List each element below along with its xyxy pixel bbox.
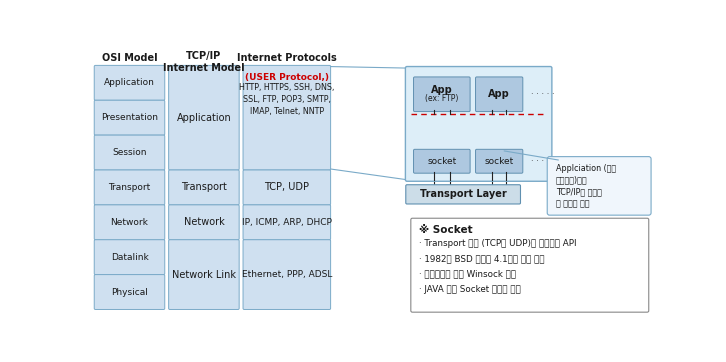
FancyBboxPatch shape xyxy=(243,205,330,240)
Text: Network: Network xyxy=(184,217,224,227)
Text: (ex: FTP): (ex: FTP) xyxy=(425,94,459,104)
Text: Presentation: Presentation xyxy=(101,113,158,122)
Text: Transport: Transport xyxy=(108,183,150,192)
FancyBboxPatch shape xyxy=(243,170,330,205)
FancyBboxPatch shape xyxy=(476,149,523,173)
Text: Transport: Transport xyxy=(181,182,227,193)
Text: IP, ICMP, ARP, DHCP: IP, ICMP, ARP, DHCP xyxy=(242,218,332,227)
FancyBboxPatch shape xyxy=(168,66,239,170)
FancyBboxPatch shape xyxy=(168,240,239,310)
FancyBboxPatch shape xyxy=(476,77,523,111)
Text: Network Link: Network Link xyxy=(172,270,236,279)
Text: socket: socket xyxy=(484,157,514,166)
Text: · Transport 계층 (TCP나 UDP)을 이용하는 API: · Transport 계층 (TCP나 UDP)을 이용하는 API xyxy=(419,239,576,248)
FancyBboxPatch shape xyxy=(94,66,165,100)
Text: Datalink: Datalink xyxy=(110,253,148,262)
Text: TCP, UDP: TCP, UDP xyxy=(264,182,309,193)
FancyBboxPatch shape xyxy=(414,149,470,173)
FancyBboxPatch shape xyxy=(94,275,165,310)
FancyBboxPatch shape xyxy=(547,157,651,215)
FancyBboxPatch shape xyxy=(411,218,649,312)
Text: socket: socket xyxy=(427,157,457,166)
Text: ※ Socket: ※ Socket xyxy=(419,225,472,235)
Text: Application: Application xyxy=(104,78,155,87)
Text: App: App xyxy=(489,89,510,99)
Text: Internet Protocols: Internet Protocols xyxy=(237,53,337,63)
Text: OSI Model: OSI Model xyxy=(102,53,158,63)
FancyBboxPatch shape xyxy=(243,240,330,310)
FancyBboxPatch shape xyxy=(94,240,165,275)
Text: · JAVA 또한 Socket 클래스 제공: · JAVA 또한 Socket 클래스 제공 xyxy=(419,285,521,294)
FancyBboxPatch shape xyxy=(94,170,165,205)
Text: Session: Session xyxy=(113,148,147,157)
Text: Network: Network xyxy=(110,218,148,227)
Text: Physical: Physical xyxy=(111,287,148,296)
Text: (USER Protocol,): (USER Protocol,) xyxy=(245,73,329,82)
FancyBboxPatch shape xyxy=(94,205,165,240)
Text: App: App xyxy=(431,85,453,96)
Text: TCP/IP
Internet Model: TCP/IP Internet Model xyxy=(163,51,245,73)
FancyBboxPatch shape xyxy=(94,100,165,135)
Text: · 1982년 BSD 유닉스 4.1에서 처음 소개: · 1982년 BSD 유닉스 4.1에서 처음 소개 xyxy=(419,254,544,264)
FancyBboxPatch shape xyxy=(243,66,330,170)
Text: · · · · ·: · · · · · xyxy=(531,157,555,166)
Text: Applciation (응용
프로그램)에서
TCP/IP를 이용하
는 사창구 역할: Applciation (응용 프로그램)에서 TCP/IP를 이용하 는 사창… xyxy=(555,164,616,208)
Text: Transport Layer: Transport Layer xyxy=(420,189,507,199)
FancyBboxPatch shape xyxy=(94,135,165,170)
Text: HTTP, HTTPS, SSH, DNS,
SSL, FTP, POP3, SMTP,
IMAP, Telnet, NNTP: HTTP, HTTPS, SSH, DNS, SSL, FTP, POP3, S… xyxy=(239,84,335,116)
Text: Ethernet, PPP, ADSL: Ethernet, PPP, ADSL xyxy=(242,270,332,279)
Text: · · · · ·: · · · · · xyxy=(531,90,555,99)
FancyBboxPatch shape xyxy=(406,185,521,204)
Text: · 윈도우즈의 경우 Winsock 제공: · 윈도우즈의 경우 Winsock 제공 xyxy=(419,270,515,279)
FancyBboxPatch shape xyxy=(168,170,239,205)
Text: Application: Application xyxy=(176,113,232,123)
FancyBboxPatch shape xyxy=(168,205,239,240)
FancyBboxPatch shape xyxy=(414,77,470,111)
FancyBboxPatch shape xyxy=(405,67,552,181)
